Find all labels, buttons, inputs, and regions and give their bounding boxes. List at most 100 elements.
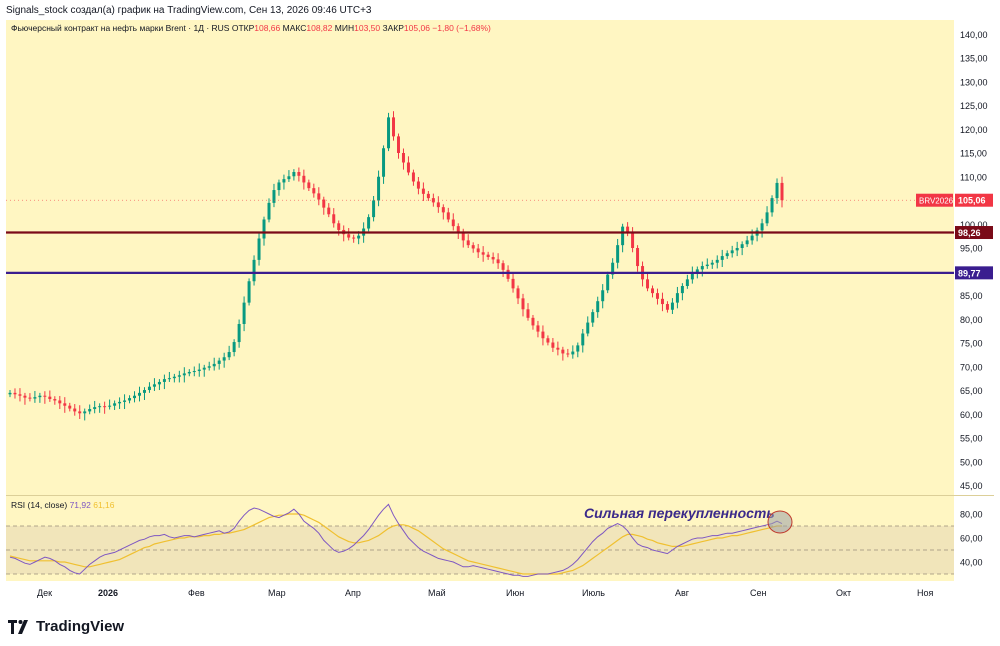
candle-body [421,188,425,194]
candle-body [685,279,689,286]
candle-body [237,324,241,343]
candle-body [675,293,679,303]
candle-body [416,181,420,189]
candle-body [302,175,306,183]
candle-body [441,207,445,213]
candle-body [571,351,575,355]
candle-body [247,281,251,303]
candle-body [147,386,151,391]
candle-body [372,200,376,218]
candle-body [516,288,520,299]
candle-body [63,403,67,406]
candle-body [43,395,47,397]
candle-body [98,406,102,408]
candle-body [735,248,739,251]
candle-body [387,117,391,149]
candle-body [426,193,430,199]
candle-body [740,244,744,248]
candle-body [142,390,146,393]
lower-level-price-tag [955,266,993,280]
candle-body [222,357,226,361]
candle-body [88,409,92,412]
candle-body [118,401,122,404]
tradingview-logo-icon [8,619,28,634]
y-tick-label: 135,00 [960,54,988,64]
candle-body [406,162,410,173]
candle-body [377,176,381,201]
tradingview-footer: TradingView [8,618,124,635]
ohlc-legend: Фьючерсный контракт на нефть марки Brent… [11,23,491,33]
candle-body [48,396,52,400]
candle-body [461,233,465,241]
candle-body [367,217,371,229]
candle-body [197,369,201,372]
candle-body [760,223,764,231]
y-tick-label: 125,00 [960,101,988,111]
candle-body [655,293,659,299]
candle-body [745,240,749,245]
candle-body [217,360,221,364]
x-tick-label: Ноя [917,588,934,598]
candle-body [382,148,386,177]
price-axis-panel [954,20,994,606]
tradingview-brand: TradingView [36,618,125,635]
candle-body [651,288,654,294]
chart-background [6,20,994,606]
y-tick-label: 45,00 [960,481,983,491]
time-axis-panel [6,581,994,606]
y-tick-label: 115,00 [960,149,987,159]
candle-body [292,172,296,177]
candle-body [162,379,166,382]
candle-body [551,342,555,348]
rsi-y-tick-label: 60,00 [960,534,983,544]
candle-body [546,338,550,343]
y-tick-label: 55,00 [960,434,983,444]
candle-body [566,353,570,355]
candle-body [576,345,580,352]
candle-body [312,188,316,194]
candle-body [411,172,415,182]
candle-body [491,257,495,260]
candle-body [521,298,525,310]
candle-body [108,405,112,407]
candle-body [511,278,515,289]
candle-body [621,226,625,246]
candle-body [631,233,635,248]
candle-body [626,226,630,234]
candle-body [636,248,640,267]
candle-body [471,245,475,249]
candle-body [192,371,196,373]
chart-attribution: Signals_stock создал(а) график на Tradin… [6,5,372,16]
candle-body [73,408,77,412]
candle-body [526,309,530,318]
y-tick-label: 85,00 [960,291,983,301]
candle-body [277,182,281,191]
price-chart[interactable]: 140,00 135,00 130,00 125,00 120,00 115,00 110,… [6,20,994,606]
candle-body [352,237,356,239]
candle-body [556,347,560,350]
candle-body [212,363,216,367]
candle-body [770,198,774,213]
candle-body [133,395,137,399]
candle-body [431,198,435,203]
candle-body [337,223,341,230]
candle-body [123,400,127,402]
candle-body [765,212,769,224]
candle-body [53,399,57,401]
candle-body [601,290,605,302]
rsi-y-tick-label: 80,00 [960,510,983,520]
candle-body [690,272,694,280]
candle-body [561,349,565,354]
x-tick-label: Май [428,588,446,598]
symbol-price-tag [955,193,993,207]
candle-body [730,250,734,254]
candle-body [202,367,206,370]
candle-body [486,254,490,258]
x-tick-label: 2026 [98,588,118,598]
candle-body [611,262,615,275]
candle-body [13,392,17,395]
candle-body [705,264,709,267]
candle-body [187,371,191,374]
candle-body [28,397,32,399]
y-tick-label: 80,00 [960,315,983,325]
